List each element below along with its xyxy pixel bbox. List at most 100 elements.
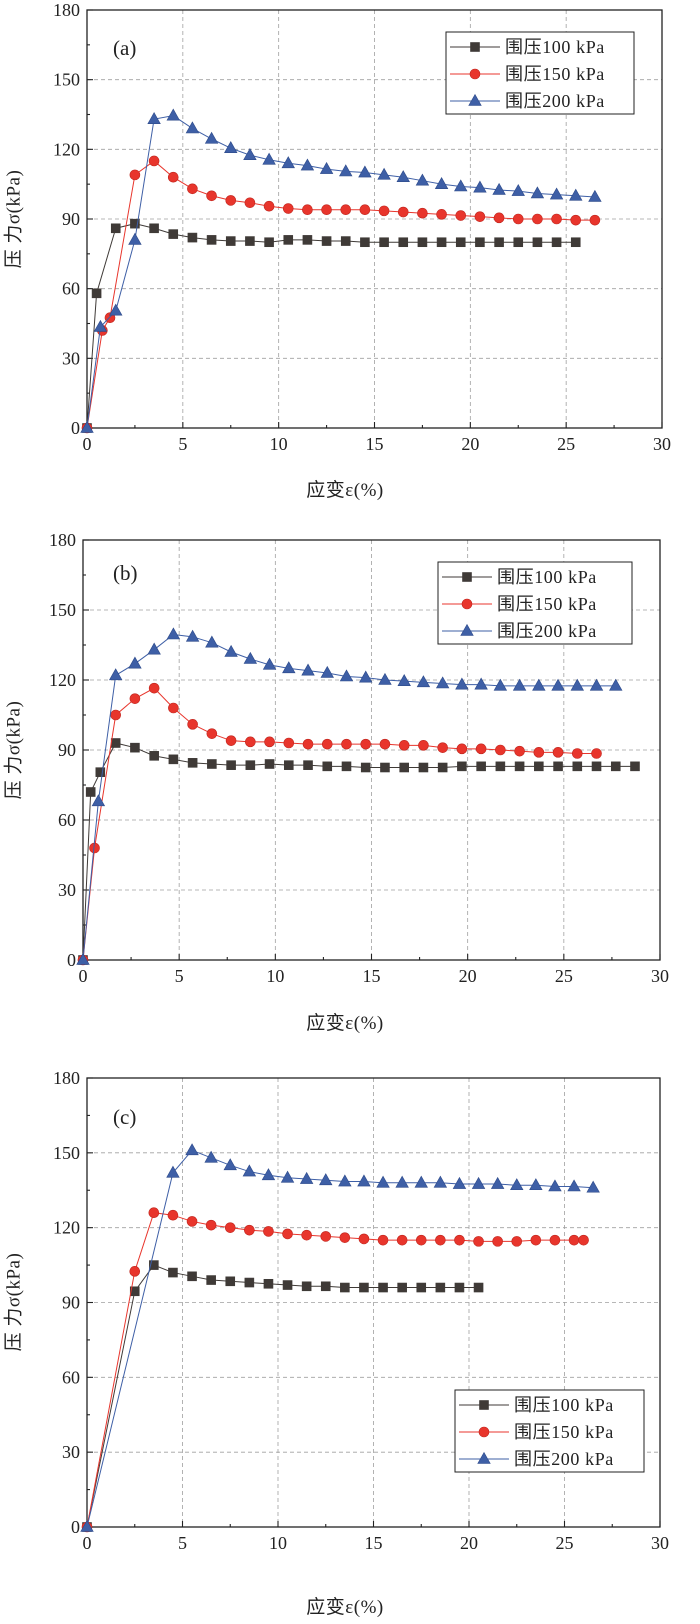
data-point-square <box>283 235 294 245</box>
data-point-square <box>168 754 179 765</box>
data-point-triangle <box>567 1179 581 1192</box>
data-point-triangle <box>319 1173 333 1186</box>
data-point-triangle <box>358 165 372 178</box>
x-tick-label: 10 <box>270 434 288 454</box>
data-point-circle <box>461 598 473 610</box>
y-axis-label: 压 力σ(kPa) <box>3 170 25 269</box>
data-point-triangle <box>80 420 94 433</box>
data-point-triangle <box>339 669 354 682</box>
data-point-square <box>630 761 640 772</box>
y-tick-label: 90 <box>58 740 76 760</box>
legend-label: 围压100 kPa <box>505 37 605 57</box>
data-point-circle <box>379 738 391 750</box>
data-point-triangle <box>108 668 123 681</box>
data-point-circle <box>478 1426 490 1438</box>
data-point-circle <box>360 738 372 750</box>
y-tick-label: 180 <box>49 530 76 550</box>
data-point-triangle <box>530 186 545 199</box>
data-point-triangle <box>397 674 411 686</box>
data-point-circle <box>148 155 160 167</box>
data-point-square <box>455 237 466 248</box>
data-point-triangle <box>416 675 431 688</box>
data-point-circle <box>339 1232 351 1243</box>
data-point-circle <box>570 214 582 226</box>
legend-label: 围压200 kPa <box>505 91 605 111</box>
data-point-circle <box>397 206 409 218</box>
data-point-circle <box>358 1233 370 1245</box>
data-point-circle <box>301 1229 312 1241</box>
data-point-circle <box>378 205 390 217</box>
series-line <box>86 223 576 429</box>
data-point-circle <box>437 742 448 753</box>
data-series <box>77 682 602 966</box>
chart-panel-c: 0 5 10 15 20 25 30 0 30 60 90 120 150 180 应变ε(%) 压 力σ(k… <box>3 1068 670 1618</box>
data-point-square <box>168 229 179 239</box>
data-point-triangle <box>301 663 315 676</box>
data-point-circle <box>514 745 525 757</box>
data-point-square <box>110 223 121 234</box>
data-point-square <box>360 237 370 248</box>
data-point-square <box>341 761 352 772</box>
data-point-square <box>473 1282 484 1293</box>
data-point-square <box>322 761 333 772</box>
data-point-square <box>532 237 543 248</box>
data-point-circle <box>321 738 333 750</box>
data-point-triangle <box>493 678 508 691</box>
data-point-triangle <box>378 672 392 685</box>
data-point-square <box>91 288 102 299</box>
data-point-circle <box>283 737 295 749</box>
data-point-triangle <box>377 167 391 180</box>
data-point-triangle <box>204 1150 218 1163</box>
y-tick-label: 60 <box>62 1367 80 1387</box>
legend-item: 围压200 kPa <box>450 91 605 111</box>
data-point-triangle <box>185 629 200 642</box>
data-point-circle <box>578 1234 589 1246</box>
data-point-circle <box>492 1236 503 1247</box>
data-point-square <box>416 1282 427 1293</box>
data-point-square <box>263 1278 274 1289</box>
data-point-square <box>207 759 217 769</box>
data-point-triangle <box>549 187 564 200</box>
data-point-circle <box>263 1226 274 1237</box>
data-point-circle <box>168 702 179 714</box>
data-point-circle <box>206 728 218 739</box>
y-axis-label: 压 力σ(kPa) <box>3 1253 25 1352</box>
y-tick-label: 90 <box>62 1293 80 1313</box>
chart-panel-b: 0 5 10 15 20 25 30 0 30 60 90 120 150 180 应变ε(%) 压 力σ(k… <box>3 530 670 1034</box>
data-point-circle <box>244 197 256 209</box>
data-series <box>81 155 601 434</box>
data-point-triangle <box>185 1143 199 1156</box>
data-point-square <box>462 572 472 582</box>
data-point-circle <box>456 743 468 755</box>
data-point-square <box>494 237 504 248</box>
data-point-triangle <box>299 1171 314 1184</box>
panel-label: (b) <box>113 561 138 585</box>
x-tick-label: 10 <box>269 1533 287 1553</box>
data-point-triangle <box>569 188 583 201</box>
x-tick-label: 0 <box>83 1533 92 1553</box>
data-point-triangle <box>454 179 468 192</box>
data-point-square <box>149 751 159 761</box>
data-point-square <box>129 1286 140 1297</box>
data-point-circle <box>455 210 467 221</box>
data-point-circle <box>148 682 160 694</box>
data-point-triangle <box>262 152 276 165</box>
data-point-circle <box>511 1236 523 1247</box>
x-tick-label: 20 <box>459 966 477 986</box>
y-tick-label: 0 <box>71 418 80 438</box>
x-tick-label: 15 <box>363 966 381 986</box>
data-point-square <box>479 1400 489 1410</box>
data-point-triangle <box>551 678 565 691</box>
y-tick-label: 30 <box>58 880 76 900</box>
data-point-circle <box>340 204 352 216</box>
data-point-triangle <box>452 1176 467 1189</box>
data-point-square <box>340 1282 350 1293</box>
data-point-circle <box>129 693 141 704</box>
data-point-square <box>340 236 351 246</box>
data-point-circle <box>302 204 313 216</box>
data-point-triangle <box>223 1158 237 1171</box>
legend: 围压100 kPa 围压150 kPa 围压200 kPa <box>454 1389 645 1473</box>
data-point-square <box>303 760 313 770</box>
x-tick-label: 25 <box>557 434 575 454</box>
